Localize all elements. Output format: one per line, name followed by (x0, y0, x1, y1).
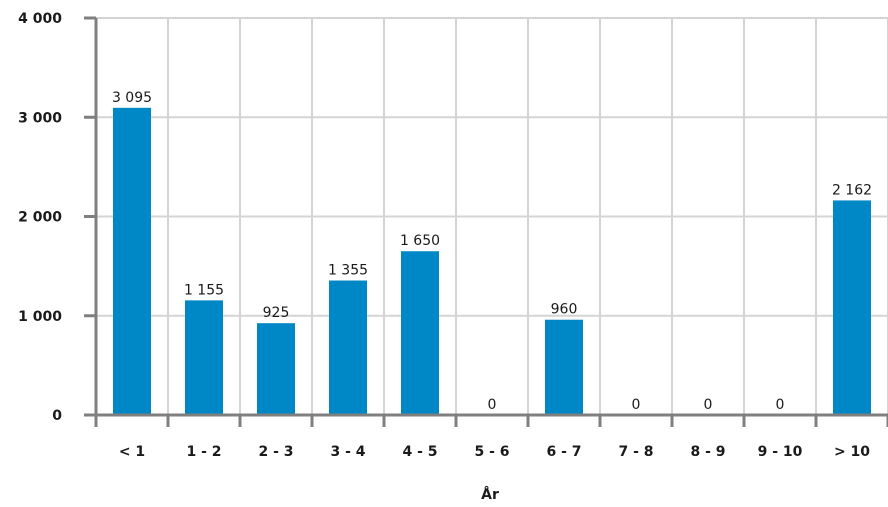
labels: 3 095 1 155 925 1 355 1 650 0 960 0 0 0 2 162 0 1 00… (18, 11, 872, 460)
data-label: 0 (632, 397, 641, 413)
y-tick-label: 4 000 (18, 11, 62, 27)
x-tick-label: 4 - 5 (402, 444, 437, 460)
data-label: 925 (263, 305, 290, 321)
bar (833, 200, 871, 415)
bars (113, 107, 871, 415)
x-axis-title: År (481, 486, 499, 503)
data-label: 0 (776, 397, 785, 413)
grid (96, 17, 888, 415)
x-tick-label: 5 - 6 (474, 444, 509, 460)
data-label: 0 (488, 397, 497, 413)
data-label: 0 (704, 397, 713, 413)
x-tick-label: 8 - 9 (690, 444, 725, 460)
x-tick-label: 1 - 2 (186, 444, 221, 460)
bar (257, 323, 295, 415)
bar (185, 300, 223, 415)
x-tick-label: 6 - 7 (546, 444, 581, 460)
x-tick-label: 2 - 3 (258, 444, 293, 460)
data-label: 960 (551, 302, 578, 318)
x-tick-label: 7 - 8 (618, 444, 653, 460)
data-label: 2 162 (832, 182, 872, 198)
bar (113, 107, 151, 415)
y-tick-label: 1 000 (18, 309, 62, 325)
bar (329, 280, 367, 415)
x-tick-label: 3 - 4 (330, 444, 365, 460)
axes (84, 16, 888, 427)
y-tick-label: 2 000 (18, 210, 62, 226)
y-tick-label: 0 (52, 408, 62, 424)
data-label: 1 155 (184, 282, 224, 298)
y-tick-label: 3 000 (18, 110, 62, 126)
x-tick-label: > 10 (834, 444, 870, 460)
bar (401, 251, 439, 415)
x-tick-label: < 1 (119, 444, 145, 460)
x-tick-label: 9 - 10 (758, 444, 803, 460)
data-label: 1 650 (400, 233, 440, 249)
bar (545, 319, 583, 415)
data-label: 1 355 (328, 263, 368, 279)
data-label: 3 095 (112, 90, 152, 106)
